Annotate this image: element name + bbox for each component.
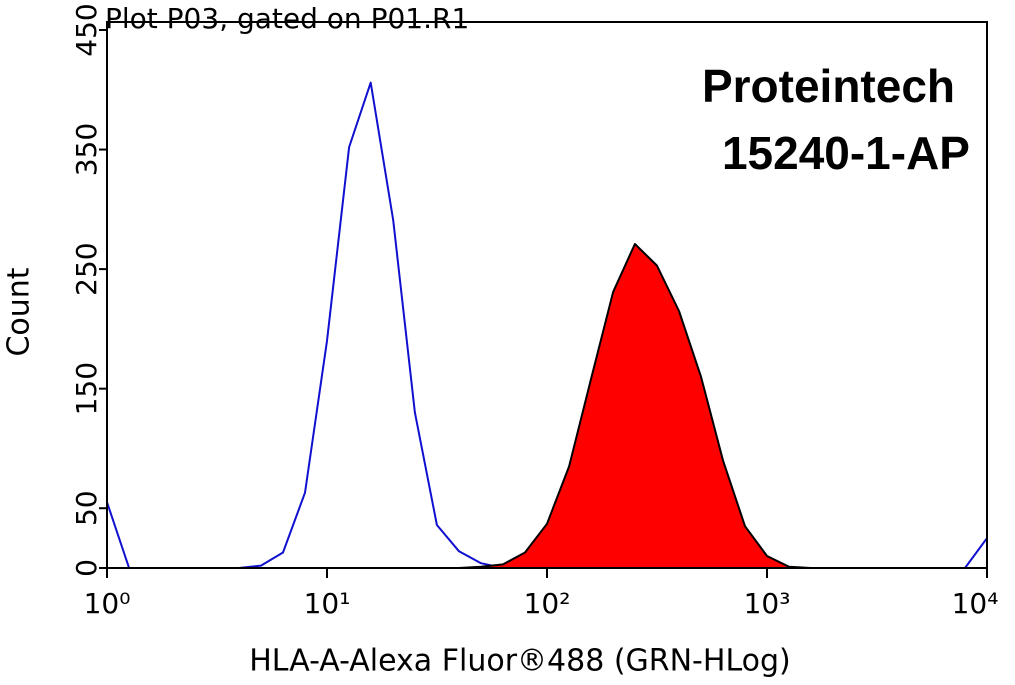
annotation: 15240-1-AP — [722, 127, 970, 179]
filled-histogram — [106, 243, 988, 569]
y-tick-label: 150 — [70, 362, 103, 415]
x-tick-label: 10² — [524, 587, 571, 620]
x-tick-label: 10⁴ — [952, 587, 999, 620]
x-tick-label: 10¹ — [304, 587, 351, 620]
x-axis-label: HLA-A-Alexa Fluor®488 (GRN-HLog) — [249, 644, 790, 679]
y-tick-label: 50 — [70, 490, 103, 526]
x-tick-label: 10⁰ — [84, 587, 131, 620]
x-tick-label: 10³ — [744, 587, 791, 620]
annotation: Proteintech — [702, 60, 955, 112]
y-axis-label: Count — [2, 267, 37, 356]
y-tick-label: 450 — [70, 3, 103, 56]
y-tick-label: 350 — [70, 123, 103, 176]
chart-title: Plot P03, gated on P01.R1 — [105, 2, 469, 35]
y-tick-label: 0 — [70, 559, 103, 577]
y-tick-label: 250 — [70, 242, 103, 295]
